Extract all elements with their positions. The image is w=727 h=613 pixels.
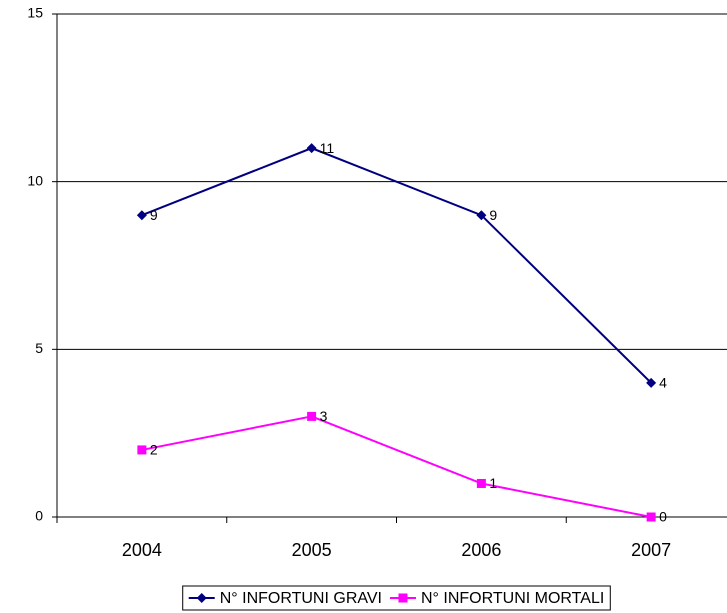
marker — [306, 143, 317, 154]
series-line — [141, 147, 652, 384]
y-tick-label: 15 — [27, 5, 43, 21]
x-tick-label: 2005 — [292, 540, 332, 560]
y-tick-label: 0 — [35, 508, 43, 524]
x-tick-label: 2004 — [122, 540, 162, 560]
legend-item: N° INFORTUNI MORTALI — [389, 590, 604, 607]
marker — [137, 445, 147, 455]
legend-label: N° INFORTUNI GRAVI — [220, 590, 382, 607]
marker — [476, 210, 487, 221]
data-label: 3 — [320, 408, 328, 424]
legend-label: N° INFORTUNI MORTALI — [421, 590, 604, 607]
data-label: 11 — [320, 140, 335, 156]
data-label: 4 — [659, 375, 667, 391]
data-label: 1 — [489, 475, 497, 491]
x-tick-label: 2006 — [461, 540, 501, 560]
marker — [196, 593, 207, 603]
y-tick-label: 10 — [27, 172, 43, 188]
data-label: 2 — [150, 442, 158, 458]
data-label: 9 — [489, 207, 497, 223]
marker — [136, 210, 147, 221]
marker — [646, 377, 657, 388]
series-line — [141, 415, 652, 518]
marker — [476, 478, 486, 488]
data-label: 9 — [150, 207, 158, 223]
marker — [307, 411, 317, 421]
marker — [646, 512, 656, 522]
legend: N° INFORTUNI GRAVI N° INFORTUNI MORTALI — [182, 585, 611, 611]
marker — [398, 593, 408, 603]
legend-item: N° INFORTUNI GRAVI — [188, 590, 382, 607]
y-tick-label: 5 — [35, 340, 43, 356]
data-label: 0 — [659, 509, 667, 525]
x-tick-label: 2007 — [631, 540, 671, 560]
